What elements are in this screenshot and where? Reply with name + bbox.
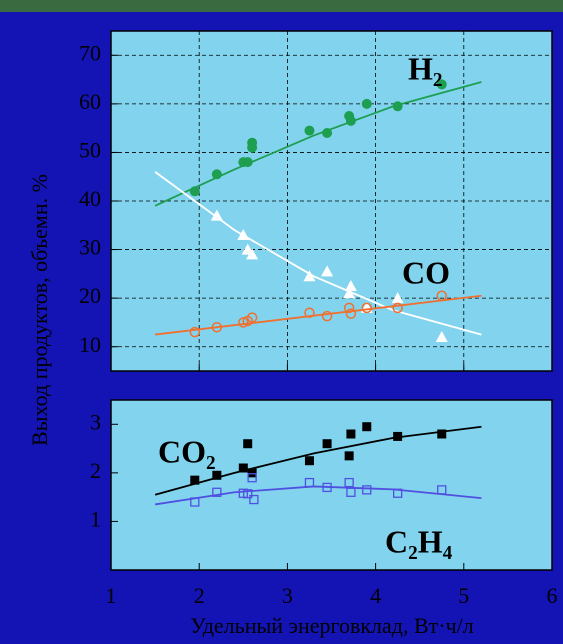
point	[345, 308, 357, 319]
point	[344, 477, 354, 488]
y-tick-label: 3	[90, 409, 101, 434]
point	[246, 312, 258, 323]
x-tick-label: 4	[370, 583, 381, 608]
point	[190, 497, 200, 507]
fit-line	[154, 171, 482, 336]
point	[321, 310, 333, 322]
point	[436, 79, 447, 90]
y-tick-label: 60	[79, 89, 101, 114]
legend-label: CO	[402, 254, 450, 290]
fit-line	[154, 81, 482, 207]
point	[247, 473, 257, 483]
point	[392, 488, 403, 498]
point	[343, 302, 355, 314]
photo-strip	[0, 0, 563, 12]
point	[436, 290, 447, 301]
point	[246, 248, 259, 260]
y-tick-label: 1	[90, 506, 101, 531]
point	[238, 317, 249, 328]
point	[343, 287, 356, 299]
x-tick-label: 5	[458, 583, 469, 608]
point	[435, 331, 448, 342]
y-tick-label: 70	[79, 40, 101, 65]
point	[247, 137, 258, 148]
legend-label: C₂H₄	[385, 523, 453, 559]
point	[361, 98, 372, 109]
point	[344, 280, 357, 291]
point	[361, 302, 373, 314]
point	[303, 270, 316, 282]
y-tick-label: 2	[90, 458, 101, 483]
point	[238, 463, 248, 473]
y-tick-label: 50	[79, 137, 101, 162]
x-tick-label: 3	[282, 583, 293, 608]
point	[189, 326, 201, 338]
point	[391, 292, 404, 304]
point	[212, 487, 222, 497]
fit-line	[154, 294, 482, 336]
legend-label: H₂	[408, 50, 442, 86]
point	[243, 489, 253, 499]
point	[243, 439, 253, 449]
y-tick-label: 30	[79, 235, 101, 260]
point	[346, 429, 356, 439]
point	[242, 157, 253, 168]
y-tick-label: 20	[79, 283, 101, 308]
point	[322, 439, 332, 449]
point	[304, 477, 315, 488]
x-tick-label: 1	[106, 583, 117, 608]
point	[437, 429, 447, 439]
legend-label: CO₂	[158, 433, 216, 469]
y-axis-title: Выход продуктов, объемн. %	[27, 174, 52, 446]
point	[393, 431, 403, 441]
point	[392, 101, 403, 112]
point	[304, 307, 315, 318]
x-tick-label: 2	[194, 583, 205, 608]
point	[237, 229, 250, 240]
point	[247, 468, 257, 478]
point	[321, 265, 334, 277]
point	[210, 209, 223, 221]
x-axis-title: Удельный энерговклад, Вт·ч/л	[190, 613, 474, 638]
point	[322, 128, 333, 138]
x-tick-label: 6	[547, 583, 558, 608]
point	[437, 485, 447, 495]
y-tick-label: 10	[79, 332, 101, 357]
point	[212, 470, 222, 480]
point	[362, 485, 372, 495]
point	[392, 302, 403, 314]
point	[304, 125, 315, 136]
point	[304, 456, 314, 466]
point	[211, 169, 222, 180]
point	[249, 494, 259, 505]
point	[346, 487, 356, 497]
point	[190, 475, 200, 485]
point	[189, 186, 200, 197]
fit-line	[154, 425, 482, 496]
point	[345, 115, 356, 126]
point	[362, 422, 372, 432]
point	[322, 482, 332, 493]
point	[211, 322, 223, 333]
point	[344, 451, 354, 461]
y-tick-label: 40	[79, 186, 101, 211]
